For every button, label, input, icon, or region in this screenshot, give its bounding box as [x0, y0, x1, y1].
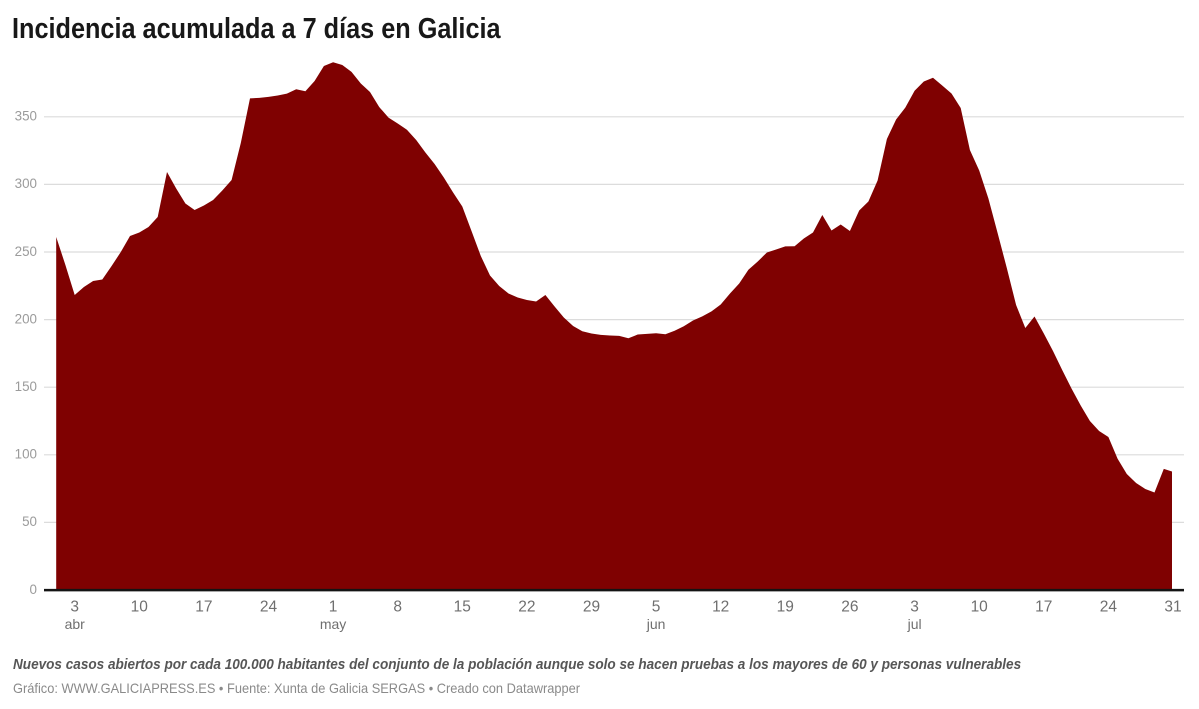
svg-text:8: 8 — [393, 599, 402, 616]
svg-text:150: 150 — [15, 379, 37, 394]
svg-text:abr: abr — [65, 616, 86, 632]
svg-text:100: 100 — [15, 447, 37, 462]
svg-text:250: 250 — [15, 244, 37, 259]
svg-text:17: 17 — [195, 599, 212, 616]
svg-text:26: 26 — [841, 599, 858, 616]
svg-text:may: may — [320, 616, 346, 632]
svg-text:jul: jul — [907, 616, 922, 632]
svg-text:50: 50 — [22, 514, 37, 529]
svg-text:jun: jun — [646, 616, 666, 632]
svg-text:10: 10 — [131, 599, 149, 616]
svg-text:22: 22 — [518, 599, 535, 616]
svg-text:0: 0 — [30, 582, 37, 597]
svg-text:24: 24 — [1100, 599, 1118, 616]
svg-text:200: 200 — [15, 311, 37, 326]
svg-text:31: 31 — [1164, 599, 1181, 616]
svg-text:10: 10 — [971, 599, 989, 616]
svg-text:1: 1 — [329, 599, 338, 616]
svg-text:3: 3 — [70, 599, 79, 616]
svg-text:19: 19 — [777, 599, 794, 616]
svg-text:24: 24 — [260, 599, 278, 616]
svg-text:350: 350 — [15, 109, 37, 124]
svg-text:29: 29 — [583, 599, 600, 616]
svg-text:12: 12 — [712, 599, 729, 616]
svg-text:15: 15 — [454, 599, 471, 616]
svg-text:5: 5 — [652, 599, 661, 616]
svg-text:300: 300 — [15, 176, 37, 191]
svg-text:17: 17 — [1035, 599, 1052, 616]
svg-text:3: 3 — [910, 599, 919, 616]
